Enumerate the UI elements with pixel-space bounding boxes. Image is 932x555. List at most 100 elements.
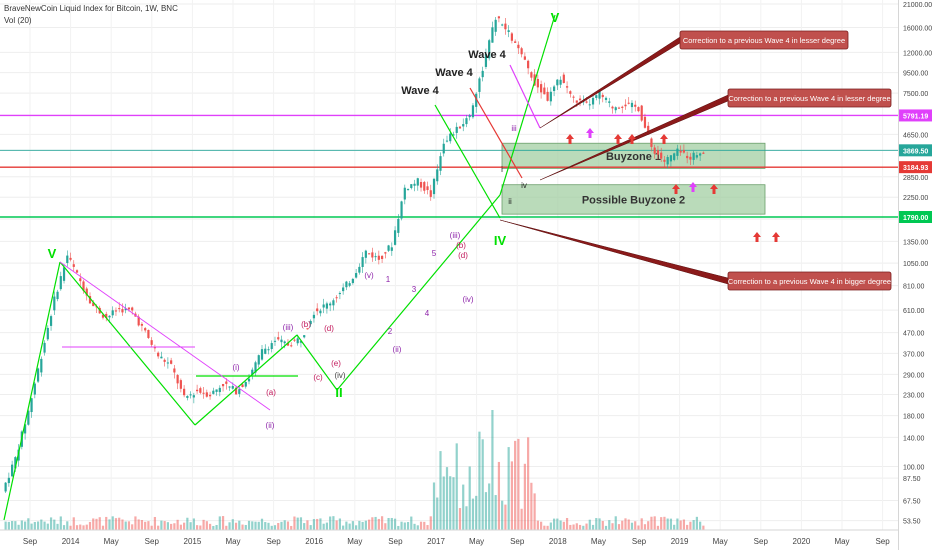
price-badge <box>899 210 932 223</box>
candle-body <box>296 338 299 344</box>
volume-bar <box>368 519 371 530</box>
wave-label: (b) <box>456 241 466 250</box>
volume-bar <box>53 519 56 530</box>
volume-bar <box>507 447 510 530</box>
volume-bar <box>624 518 627 530</box>
x-tick-label: 2014 <box>62 537 80 546</box>
candle-body <box>406 189 410 191</box>
volume-bar <box>494 495 497 530</box>
volume-bar <box>124 521 127 530</box>
volume-bar <box>95 518 98 530</box>
volume-bar <box>299 517 303 530</box>
volume-bar <box>283 520 286 530</box>
candle-body <box>494 19 497 32</box>
wave-line <box>59 261 196 426</box>
volume-bar <box>49 517 53 530</box>
candle-body <box>335 297 338 299</box>
volume-bar <box>390 517 393 530</box>
candle-body <box>458 126 462 129</box>
wave-label: ii <box>508 197 512 206</box>
volume-bar <box>410 516 413 530</box>
y-tick-label: 180.00 <box>903 414 925 421</box>
volume-bar <box>686 524 689 530</box>
x-tick-label: May <box>713 537 728 546</box>
up-arrow-icon <box>710 184 718 194</box>
volume-bar <box>251 521 254 530</box>
volume-bar <box>458 508 462 530</box>
x-tick-label: Sep <box>875 537 890 546</box>
volume-bar <box>559 520 562 530</box>
wave-label: (i) <box>232 363 239 372</box>
volume-bar <box>225 525 228 530</box>
candle-body <box>30 398 33 413</box>
candle-body <box>66 255 69 263</box>
volume-bar <box>296 517 299 530</box>
volume-bar <box>601 520 604 530</box>
candle-body <box>176 375 179 384</box>
up-arrow-icon <box>689 182 697 192</box>
candle-body <box>195 389 199 392</box>
candle-body <box>43 342 46 353</box>
x-axis: Sep 2014 May Sep 2015 May Sep 2016 May Sep 2017 May… <box>0 529 898 546</box>
up-arrow-icon <box>753 232 761 242</box>
candle-body <box>309 320 312 325</box>
candle-body <box>170 360 173 364</box>
x-tick-label: 2016 <box>305 537 323 546</box>
volume-bar <box>163 521 166 530</box>
volume-bar <box>669 518 673 530</box>
volume-bar <box>303 523 306 530</box>
volume-bar <box>549 522 552 530</box>
up-arrow-icon <box>566 134 574 144</box>
buy-zone <box>501 142 766 169</box>
x-tick-label: 2020 <box>793 537 811 546</box>
volume-bar <box>442 476 445 530</box>
volume-bar <box>329 516 332 530</box>
volume-bar <box>575 523 578 530</box>
volume-bar <box>208 523 212 530</box>
candle-body <box>329 303 332 306</box>
candle-body <box>160 356 163 359</box>
volume-label: Vol (20) <box>4 16 32 25</box>
volume-bar <box>36 521 40 530</box>
candle-body <box>218 387 221 393</box>
y-tick-label: 370.00 <box>903 351 925 358</box>
candle-body <box>416 178 419 186</box>
volume-bar <box>98 517 101 530</box>
y-tick-label: 7500.00 <box>903 91 928 98</box>
candle-body <box>101 314 105 318</box>
candle-body <box>163 359 166 362</box>
grid <box>0 0 898 530</box>
volume-bar <box>572 524 575 530</box>
wave-label: (ii) <box>266 421 275 430</box>
candle-body <box>290 345 293 347</box>
x-tick-label: Sep <box>510 537 525 546</box>
volume-bar <box>423 521 426 530</box>
volume-bar <box>491 410 494 530</box>
callout-box <box>727 88 892 108</box>
wave-label: II <box>335 385 342 400</box>
candle-body <box>491 27 494 43</box>
wave-label: (iii) <box>450 231 461 240</box>
candle-body <box>614 107 617 111</box>
volume-bar <box>134 516 137 530</box>
candle-body <box>124 308 127 311</box>
callout-text: Correction to a previous Wave 4 in lesse… <box>728 94 890 103</box>
volume-bar <box>565 517 569 530</box>
candle-body <box>264 348 267 354</box>
candle-body <box>192 395 195 398</box>
wave-labels: Wave 4 Wave 4 Wave 4 V II IV V (i) (ii) (iii) (iv)… <box>48 10 560 430</box>
volume-bar <box>355 525 358 530</box>
volume-bar <box>62 525 66 530</box>
x-tick-label: Sep <box>632 537 647 546</box>
candle-body <box>549 91 552 102</box>
volume-bar <box>614 516 617 530</box>
candle-body <box>643 116 647 128</box>
candle-body <box>484 53 488 67</box>
volume-bar <box>72 517 75 530</box>
candle-body <box>660 152 663 159</box>
candle-body <box>150 340 153 345</box>
volume-bar <box>166 522 169 530</box>
volume-bar <box>384 523 387 530</box>
volume-bar <box>501 500 504 530</box>
